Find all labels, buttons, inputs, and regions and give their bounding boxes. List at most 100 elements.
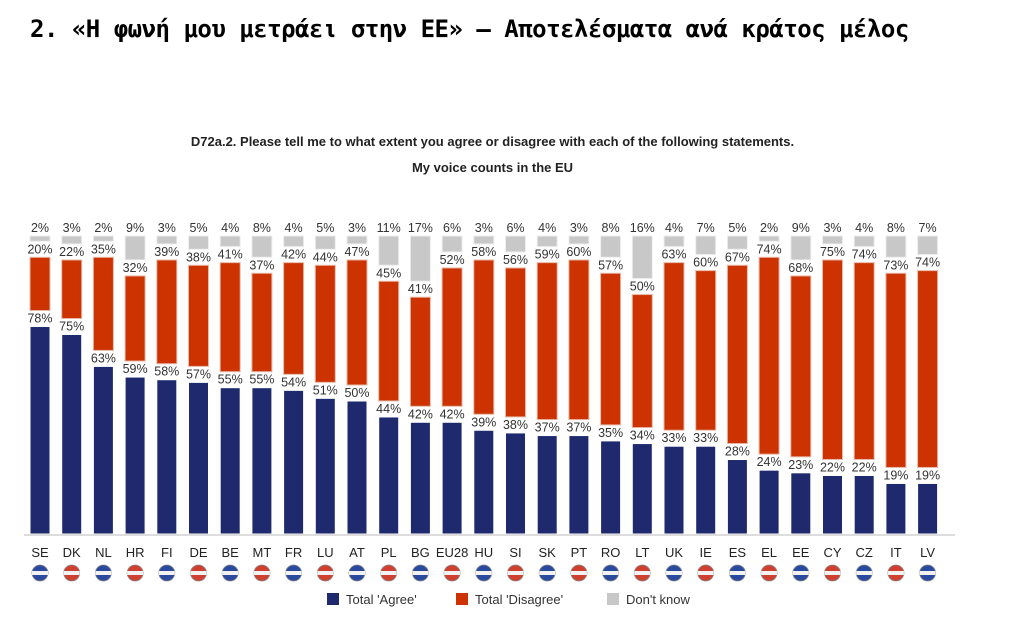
data-label-agree: 38% bbox=[503, 418, 528, 432]
flag-uk-icon-band bbox=[666, 571, 682, 575]
bar-dont-know bbox=[631, 235, 653, 280]
data-label-disagree: 35% bbox=[91, 242, 116, 256]
bar-agree bbox=[790, 472, 812, 535]
flag-it-icon-band bbox=[887, 571, 904, 575]
bar-disagree bbox=[124, 275, 146, 362]
bar-disagree bbox=[885, 272, 907, 468]
category-label: UK bbox=[665, 545, 683, 560]
bar-agree bbox=[885, 482, 907, 535]
bar-disagree bbox=[251, 272, 273, 373]
bar-disagree bbox=[61, 259, 83, 320]
flag-ro-icon-band bbox=[602, 571, 619, 575]
data-label-disagree: 75% bbox=[820, 245, 845, 259]
category-label: HR bbox=[126, 545, 145, 560]
bar-dont-know bbox=[409, 235, 431, 282]
category-label: SE bbox=[31, 545, 49, 560]
bar-agree bbox=[156, 379, 178, 535]
bar-disagree bbox=[314, 264, 336, 383]
data-label-dont-know: 3% bbox=[348, 221, 366, 235]
category-label: CZ bbox=[856, 545, 873, 560]
data-label-disagree: 58% bbox=[471, 245, 496, 259]
category-label: FR bbox=[285, 545, 302, 560]
bar-dont-know bbox=[92, 235, 114, 242]
data-label-agree: 51% bbox=[313, 383, 338, 397]
bar-dont-know bbox=[790, 235, 812, 261]
data-label-disagree: 42% bbox=[281, 248, 306, 262]
data-label-disagree: 45% bbox=[376, 266, 401, 280]
bar-disagree bbox=[536, 262, 558, 421]
data-label-agree: 42% bbox=[408, 407, 433, 421]
data-label-disagree: 60% bbox=[693, 256, 718, 270]
data-label-disagree: 52% bbox=[440, 253, 465, 267]
data-label-disagree: 41% bbox=[218, 248, 243, 262]
chart-title: D72a.2. Please tell me to what extent yo… bbox=[190, 134, 795, 149]
legend-label: Don't know bbox=[626, 592, 691, 607]
data-label-disagree: 74% bbox=[915, 256, 940, 270]
data-label-dont-know: 7% bbox=[919, 221, 937, 235]
category-label: EL bbox=[761, 545, 777, 560]
data-label-disagree: 68% bbox=[788, 261, 813, 275]
bar-agree bbox=[536, 435, 558, 535]
data-label-agree: 35% bbox=[598, 426, 623, 440]
chart-subtitle: My voice counts in the EU bbox=[411, 160, 574, 175]
bar-agree bbox=[124, 376, 146, 535]
category-label: BE bbox=[222, 545, 240, 560]
bar-disagree bbox=[283, 262, 305, 375]
data-label-agree: 78% bbox=[27, 312, 52, 326]
flag-pt-icon-band bbox=[570, 571, 587, 575]
bar-disagree bbox=[631, 294, 653, 429]
bar-agree bbox=[219, 387, 241, 535]
bar-agree bbox=[441, 421, 463, 535]
bar-disagree bbox=[568, 259, 590, 421]
data-label-disagree: 57% bbox=[598, 258, 623, 272]
data-label-agree: 24% bbox=[757, 455, 782, 469]
data-label-dont-know: 6% bbox=[506, 221, 524, 235]
flag-lv-icon-band bbox=[919, 571, 936, 575]
bar-disagree bbox=[219, 262, 241, 373]
data-label-disagree: 39% bbox=[154, 245, 179, 259]
data-label-agree: 55% bbox=[218, 373, 243, 387]
flag-el-icon-band bbox=[761, 571, 778, 575]
bar-dont-know bbox=[156, 235, 178, 245]
data-label-dont-know: 5% bbox=[316, 221, 334, 235]
category-label: ES bbox=[729, 545, 747, 560]
bar-agree bbox=[92, 365, 114, 535]
bar-dont-know bbox=[822, 235, 843, 245]
bar-disagree bbox=[790, 275, 812, 458]
data-label-agree: 55% bbox=[249, 373, 274, 387]
bar-dont-know bbox=[441, 235, 463, 253]
data-label-dont-know: 8% bbox=[602, 221, 620, 235]
bar-agree bbox=[758, 469, 780, 535]
bar-dont-know bbox=[568, 235, 590, 245]
bar-dont-know bbox=[251, 235, 273, 258]
data-label-agree: 50% bbox=[344, 386, 369, 400]
bar-agree bbox=[473, 429, 495, 535]
bar-dont-know bbox=[536, 235, 558, 248]
category-label: BG bbox=[411, 545, 430, 560]
bar-agree bbox=[600, 440, 622, 535]
data-label-dont-know: 16% bbox=[630, 221, 655, 235]
flag-eu-icon-band bbox=[444, 571, 461, 575]
flag-hu-icon-band bbox=[475, 571, 492, 575]
bar-agree bbox=[663, 445, 685, 535]
flag-ee-icon-band bbox=[792, 571, 809, 575]
data-label-agree: 33% bbox=[661, 431, 686, 445]
flag-de-icon-band bbox=[190, 571, 207, 575]
category-label: NL bbox=[95, 545, 112, 560]
flag-si-icon-band bbox=[507, 571, 524, 575]
bar-dont-know bbox=[473, 235, 495, 245]
data-label-disagree: 74% bbox=[852, 248, 877, 262]
bar-dont-know bbox=[29, 235, 51, 242]
flag-se-icon-band bbox=[32, 571, 48, 575]
category-label: HU bbox=[474, 545, 493, 560]
bar-disagree bbox=[441, 267, 463, 407]
data-label-disagree: 60% bbox=[566, 245, 591, 259]
data-label-dont-know: 9% bbox=[126, 221, 144, 235]
data-label-disagree: 47% bbox=[344, 245, 369, 259]
bar-disagree bbox=[726, 264, 748, 445]
data-label-dont-know: 4% bbox=[221, 221, 239, 235]
bar-agree bbox=[726, 459, 748, 535]
bar-agree bbox=[409, 421, 431, 535]
data-label-dont-know: 6% bbox=[443, 221, 461, 235]
category-label: IT bbox=[890, 545, 902, 560]
